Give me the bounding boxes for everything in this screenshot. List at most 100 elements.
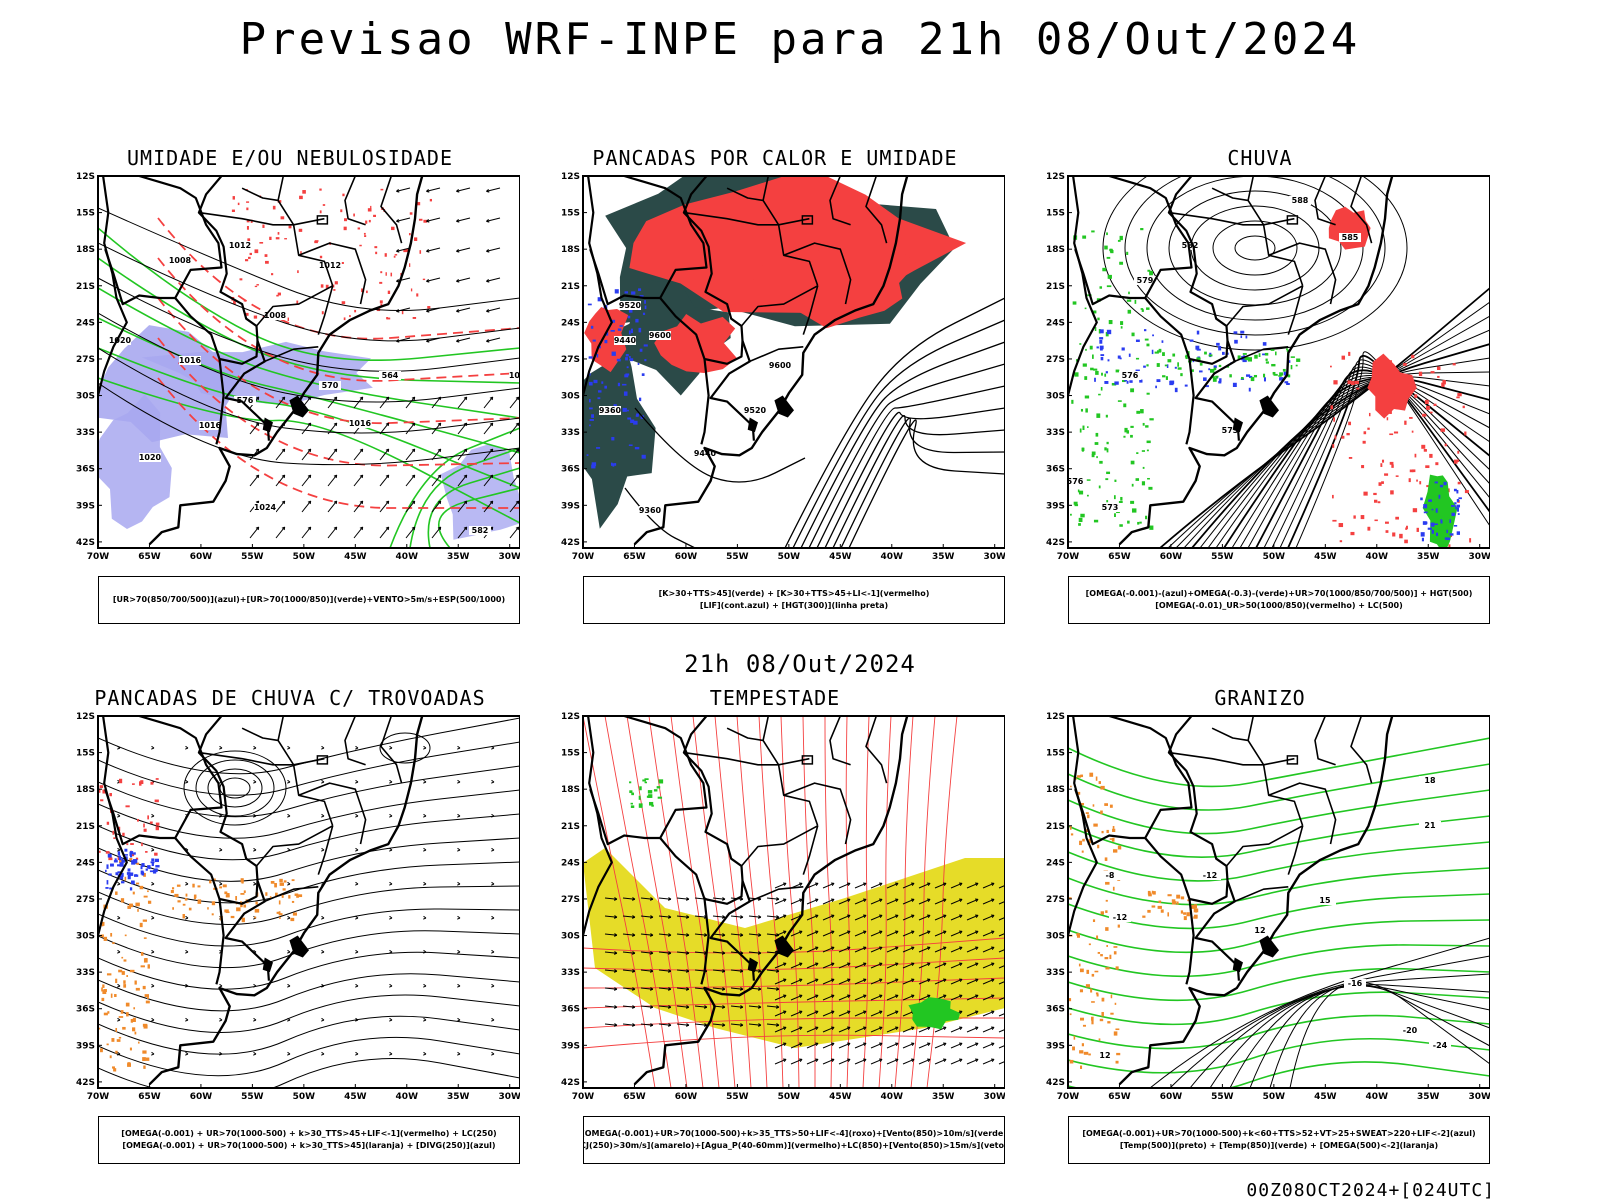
contour-label: 12 xyxy=(1099,1051,1110,1060)
lat-tick-label: 36S xyxy=(561,465,580,475)
lat-tick-label: 33S xyxy=(561,428,580,438)
lon-tick-label: 45W xyxy=(829,552,852,562)
lat-tick-label: 33S xyxy=(561,968,580,978)
contour-label: 579 xyxy=(1137,276,1154,285)
lat-tick-label: 27S xyxy=(561,355,580,365)
legend-caption-line: [K>30+TTS>45](verde) + [K>30+TTS>45+LI<-… xyxy=(658,589,930,598)
lat-tick-label: 36S xyxy=(76,1005,95,1015)
contour-label: 576 xyxy=(1067,477,1084,486)
contour-label: 1008 xyxy=(169,256,192,265)
map-layers: 1012 1008 1012 1008 1020 1016 1016 1020 1024 1016… xyxy=(98,176,520,548)
lat-tick-label: 42S xyxy=(561,1078,580,1088)
lat-tick-label: 24S xyxy=(561,858,580,868)
lon-tick-label: 50W xyxy=(1263,1092,1286,1102)
lat-tick-label: 30S xyxy=(1046,932,1065,942)
lat-tick-label: 18S xyxy=(1046,785,1065,795)
lat-tick-label: 12S xyxy=(561,712,580,722)
lat-tick-label: 15S xyxy=(561,209,580,219)
lat-tick-label: 36S xyxy=(76,465,95,475)
lon-tick-label: 55W xyxy=(241,552,264,562)
lat-tick-label: 15S xyxy=(1046,209,1065,219)
legend-caption: [OMEGA(-0.001) + UR>70(1000-500) + k>30_… xyxy=(98,1116,520,1164)
contour-label: 21 xyxy=(1424,821,1436,830)
lat-tick-label: 18S xyxy=(1046,245,1065,255)
lat-tick-label: 42S xyxy=(76,538,95,548)
lat-tick-label: 27S xyxy=(1046,895,1065,905)
contour-label: 576 xyxy=(237,396,254,405)
lat-tick-label: 30S xyxy=(76,932,95,942)
contour-label: 1020 xyxy=(109,336,132,345)
map-layers: 588 585 582 579 576 573 576 573 xyxy=(1067,176,1490,548)
contour-label: 1012 xyxy=(229,241,251,250)
lat-tick-label: 12S xyxy=(76,712,95,722)
contour-label: -12 xyxy=(1203,871,1217,880)
lat-tick-label: 24S xyxy=(76,858,95,868)
lat-tick-label: 30S xyxy=(561,932,580,942)
lon-tick-label: 35W xyxy=(1417,552,1440,562)
lat-tick-label: 42S xyxy=(1046,538,1065,548)
legend-caption-line: [CJ(250)>30m/s](amarelo)+[Agua_P(40-60mm… xyxy=(583,1141,1005,1150)
lat-tick-label: 15S xyxy=(561,749,580,759)
lat-tick-label: 39S xyxy=(561,501,580,511)
contour-label: 1016 xyxy=(509,371,520,380)
lat-tick-label: 33S xyxy=(1046,968,1065,978)
lat-tick-label: 36S xyxy=(1046,1005,1065,1015)
lon-tick-label: 70W xyxy=(87,552,110,562)
lon-tick-label: 65W xyxy=(623,552,646,562)
main-title: Previsao WRF-INPE para 21h 08/Out/2024 xyxy=(239,14,1361,65)
lon-tick-label: 50W xyxy=(778,552,801,562)
map-panel-umidade: UMIDADE E/OU NEBULOSIDADE 1012 1008 1012 100… xyxy=(60,146,520,626)
lat-tick-label: 30S xyxy=(561,392,580,402)
lat-tick-label: 18S xyxy=(561,785,580,795)
lat-tick-label: 33S xyxy=(76,968,95,978)
contour-label: 573 xyxy=(1102,503,1119,512)
contour-label: 570 xyxy=(322,381,339,390)
contour-label: 1024 xyxy=(254,503,277,512)
lon-tick-label: 50W xyxy=(293,1092,316,1102)
map-panel-trovoadas: PANCADAS DE CHUVA C/ TROVOADAS 12S 15S 18S 2… xyxy=(60,686,520,1166)
contour-label: 1016 xyxy=(349,419,372,428)
lat-tick-label: 12S xyxy=(1046,712,1065,722)
lon-tick-label: 60W xyxy=(675,552,698,562)
map-panel-granizo: GRANIZO -8 -12 -12 -16 -20 -24 12 15 18 21 12 12S 15S… xyxy=(1030,686,1490,1166)
lat-tick-label: 42S xyxy=(1046,1078,1065,1088)
lat-tick-label: 27S xyxy=(1046,355,1065,365)
lat-tick-label: 27S xyxy=(561,895,580,905)
lon-tick-label: 45W xyxy=(344,552,367,562)
lon-tick-label: 55W xyxy=(1211,1092,1234,1102)
lon-tick-label: 40W xyxy=(396,1092,419,1102)
lat-tick-label: 18S xyxy=(561,245,580,255)
lat-tick-label: 21S xyxy=(1046,282,1065,292)
contour-label: 9600 xyxy=(769,361,792,370)
contour-label: 582 xyxy=(1182,241,1199,250)
panel-title: GRANIZO xyxy=(1214,686,1306,710)
lat-tick-label: 39S xyxy=(561,1041,580,1051)
contour-label: 9360 xyxy=(639,506,662,515)
lon-tick-label: 45W xyxy=(344,1092,367,1102)
contour-label: -20 xyxy=(1403,1026,1418,1035)
legend-caption-line: [OMEGA(-0.001) + UR>70(1000-500) + k>30_… xyxy=(122,1141,496,1150)
lat-tick-label: 21S xyxy=(561,822,580,832)
lon-tick-label: 60W xyxy=(1160,1092,1183,1102)
lon-tick-label: 35W xyxy=(447,1092,470,1102)
map-chuva: 588 585 582 579 576 573 576 573 12S 15S 18S 21S 24S 2… xyxy=(1046,172,1490,562)
lat-tick-label: 24S xyxy=(1046,318,1065,328)
lon-tick-label: 60W xyxy=(675,1092,698,1102)
lon-tick-label: 65W xyxy=(138,1092,161,1102)
legend-caption-line: [Temp(500)](preto) + [Temp(850)](verde) … xyxy=(1119,1141,1439,1150)
lon-tick-label: 60W xyxy=(1160,552,1183,562)
lon-tick-label: 45W xyxy=(829,1092,852,1102)
map-trovoadas: 12S 15S 18S 21S 24S 27S 30S 33S 36S 39S 42S 70W 65W 6… xyxy=(76,712,520,1102)
lon-tick-label: 35W xyxy=(932,1092,955,1102)
lat-tick-label: 33S xyxy=(1046,428,1065,438)
map-layers xyxy=(98,716,520,1088)
lon-tick-label: 35W xyxy=(1417,1092,1440,1102)
lat-tick-label: 42S xyxy=(76,1078,95,1088)
lat-tick-label: 36S xyxy=(561,1005,580,1015)
contour-label: 9360 xyxy=(599,406,622,415)
lon-tick-label: 35W xyxy=(932,552,955,562)
lon-tick-label: 60W xyxy=(190,552,213,562)
lat-tick-label: 15S xyxy=(76,749,95,759)
legend-caption-line: [OMEGA(-0.001)+UR>70(1000-500)+k<60+TTS>… xyxy=(1082,1129,1476,1138)
lat-tick-label: 39S xyxy=(76,1041,95,1051)
